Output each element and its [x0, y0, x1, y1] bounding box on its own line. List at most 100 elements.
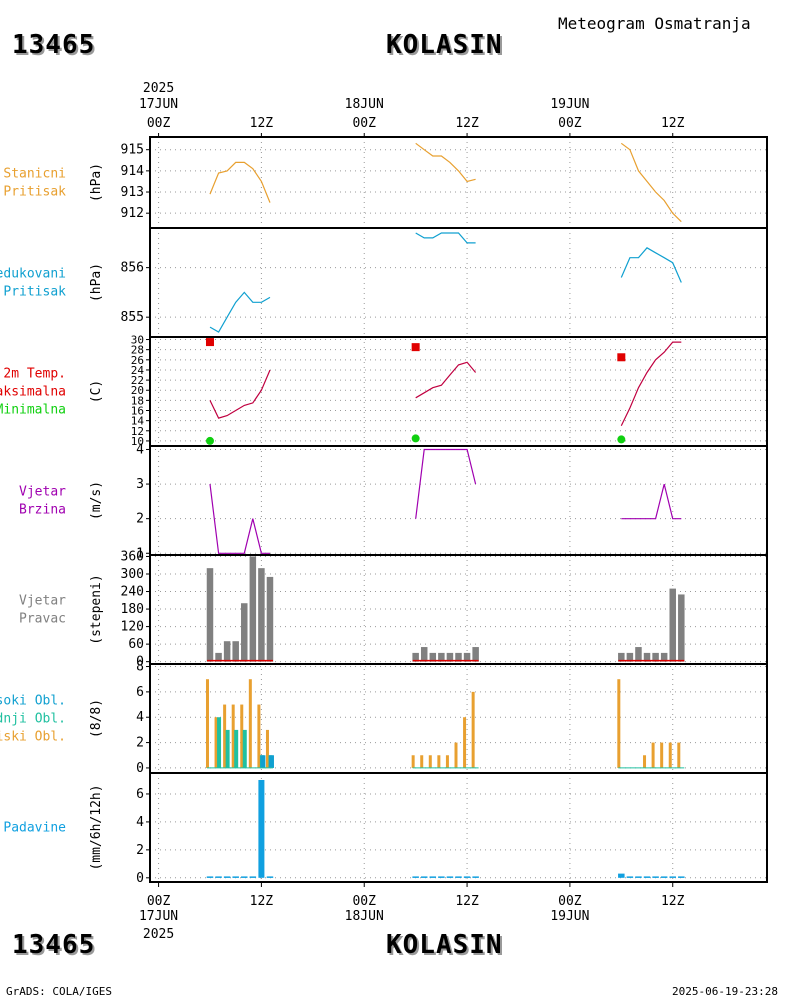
y-tick-label: 4 — [136, 710, 144, 725]
bottom-hour-label: 00Z — [558, 894, 582, 909]
data-bar — [223, 641, 231, 662]
data-bar — [669, 876, 676, 878]
data-bar — [455, 652, 462, 662]
y-axis-title: (stepeni) — [89, 574, 104, 644]
station-id-bottom: 13465 — [12, 930, 96, 960]
y-tick-label: 4 — [136, 442, 144, 457]
panel-frame — [149, 227, 768, 338]
data-bar — [249, 556, 257, 662]
min-temp-marker — [617, 435, 626, 444]
series-line — [415, 142, 476, 183]
y-tick-label: 30 — [131, 334, 144, 347]
data-bar — [677, 742, 681, 768]
top-day-label: 17JUN — [139, 97, 178, 112]
y-axis-title: (hPa) — [89, 263, 104, 302]
data-bar — [205, 679, 209, 768]
series-line — [209, 484, 270, 554]
series-line — [415, 448, 477, 519]
y-axis-title: (hPa) — [89, 163, 104, 202]
y-tick-label: 240 — [121, 585, 144, 600]
data-bar — [678, 876, 685, 878]
y-tick-label: 4 — [136, 815, 144, 830]
y-tick-label: 24 — [131, 364, 145, 377]
station-name-top: KOLASIN — [386, 30, 503, 60]
data-bar — [652, 652, 659, 662]
y-tick-label: 8 — [136, 660, 144, 675]
y-tick-label: 3 — [136, 477, 144, 492]
y-tick-label: 2 — [136, 736, 144, 751]
y-tick-label: 0 — [136, 655, 144, 670]
data-bar — [429, 876, 437, 878]
data-bar — [643, 652, 651, 662]
data-bar — [241, 876, 248, 878]
min-temp-marker — [205, 436, 214, 445]
data-bar — [234, 729, 239, 768]
data-bar — [258, 779, 265, 878]
data-bar — [454, 742, 458, 768]
panel-label: Srednji Obl. — [0, 712, 66, 727]
data-bar — [242, 729, 247, 768]
y-tick-label: 915 — [121, 143, 144, 158]
bottom-day-label: 19JUN — [550, 909, 589, 924]
series-line — [620, 142, 682, 223]
render-timestamp: 2025-06-19-23:28 — [672, 985, 778, 998]
data-bar — [446, 652, 454, 662]
top-hour-label: 00Z — [147, 116, 171, 131]
y-tick-label: 300 — [121, 567, 144, 582]
panel-frame — [149, 336, 768, 447]
data-bar — [471, 691, 475, 768]
data-bar — [268, 755, 274, 768]
data-bar — [618, 652, 625, 662]
data-bar — [266, 876, 274, 878]
y-tick-label: 0 — [136, 871, 144, 886]
top-hour-label: 00Z — [558, 116, 582, 131]
y-tick-label: 180 — [121, 602, 144, 617]
series-line — [620, 341, 682, 426]
data-bar — [643, 876, 651, 878]
y-tick-label: 120 — [121, 620, 144, 635]
series-line — [209, 161, 271, 203]
data-bar — [412, 652, 419, 662]
panel-label: Niski Obl. — [0, 730, 66, 745]
data-bar — [214, 717, 218, 768]
panel-label: Maksimalna — [0, 385, 66, 400]
y-tick-label: 14 — [131, 415, 145, 428]
panel-frame — [149, 772, 768, 883]
meteogram-chart: 17JUN17JUN18JUN18JUN19JUN19JUN2025202500… — [0, 81, 768, 942]
data-bar — [643, 755, 647, 768]
bottom-year-label: 2025 — [143, 927, 174, 942]
bottom-hour-label: 00Z — [147, 894, 171, 909]
y-tick-label: 914 — [121, 164, 145, 179]
series-line — [415, 361, 477, 399]
series-line — [415, 232, 476, 244]
data-bar — [652, 876, 659, 878]
data-bar — [240, 704, 244, 768]
station-id-top: 13465 — [12, 30, 96, 60]
data-bar — [206, 568, 214, 662]
panel-label: Redukovani — [0, 267, 66, 282]
y-tick-label: 22 — [131, 374, 144, 387]
data-bar — [206, 876, 214, 878]
bottom-day-label: 18JUN — [345, 909, 384, 924]
data-bar — [412, 876, 419, 878]
panel-label: Visoki Obl. — [0, 694, 66, 709]
panel-label: Pritisak — [3, 185, 66, 200]
data-bar — [258, 568, 265, 662]
data-bar — [669, 588, 676, 662]
data-bar — [215, 652, 222, 662]
data-bar — [660, 652, 668, 662]
data-bar — [618, 873, 625, 878]
data-bar — [223, 704, 227, 768]
data-bar — [265, 729, 269, 768]
data-bar — [445, 755, 449, 768]
data-bar — [225, 729, 230, 768]
y-tick-label: 18 — [131, 394, 144, 407]
bottom-hour-label: 12Z — [661, 894, 685, 909]
bottom-hour-label: 12Z — [455, 894, 479, 909]
y-tick-label: 16 — [131, 405, 144, 418]
data-bar — [660, 742, 664, 768]
data-bar — [249, 876, 257, 878]
data-bar — [260, 755, 266, 768]
panel-label: Pritisak — [3, 285, 66, 300]
data-bar — [428, 755, 432, 768]
